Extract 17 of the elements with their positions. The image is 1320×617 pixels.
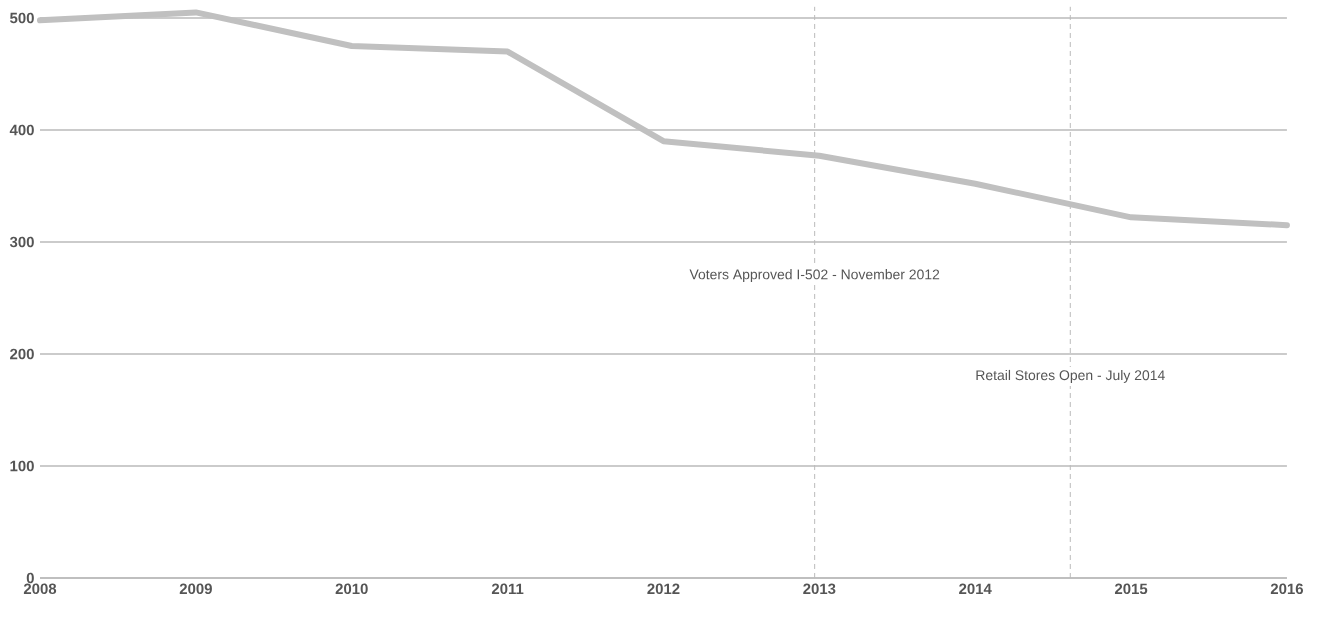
ref-line-label: Voters Approved I-502 - November 2012 bbox=[689, 269, 940, 283]
y-tick-label: 0 bbox=[26, 572, 34, 584]
x-tick-label: 2010 bbox=[335, 583, 368, 595]
ref-line-label: Retail Stores Open - July 2014 bbox=[976, 369, 1165, 383]
y-tick-label: 400 bbox=[9, 124, 34, 136]
x-tick-label: 2014 bbox=[959, 583, 992, 595]
x-tick-label: 2009 bbox=[179, 583, 212, 595]
x-tick-label: 2008 bbox=[23, 583, 57, 595]
x-tick-label: 2013 bbox=[803, 583, 836, 595]
x-tick-label: 2011 bbox=[491, 583, 524, 595]
y-tick-label: 300 bbox=[9, 236, 34, 248]
y-tick-label: 500 bbox=[10, 12, 34, 24]
y-tick-label: 100 bbox=[10, 460, 34, 472]
x-tick-label: 2016 bbox=[1270, 583, 1304, 595]
x-tick-label: 2015 bbox=[1114, 583, 1148, 595]
x-tick-label: 2012 bbox=[647, 583, 680, 595]
y-tick-label: 200 bbox=[10, 348, 34, 360]
